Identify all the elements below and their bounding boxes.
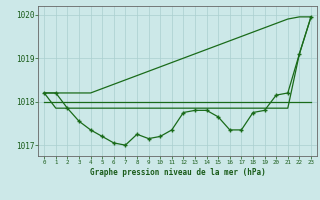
X-axis label: Graphe pression niveau de la mer (hPa): Graphe pression niveau de la mer (hPa) bbox=[90, 168, 266, 177]
